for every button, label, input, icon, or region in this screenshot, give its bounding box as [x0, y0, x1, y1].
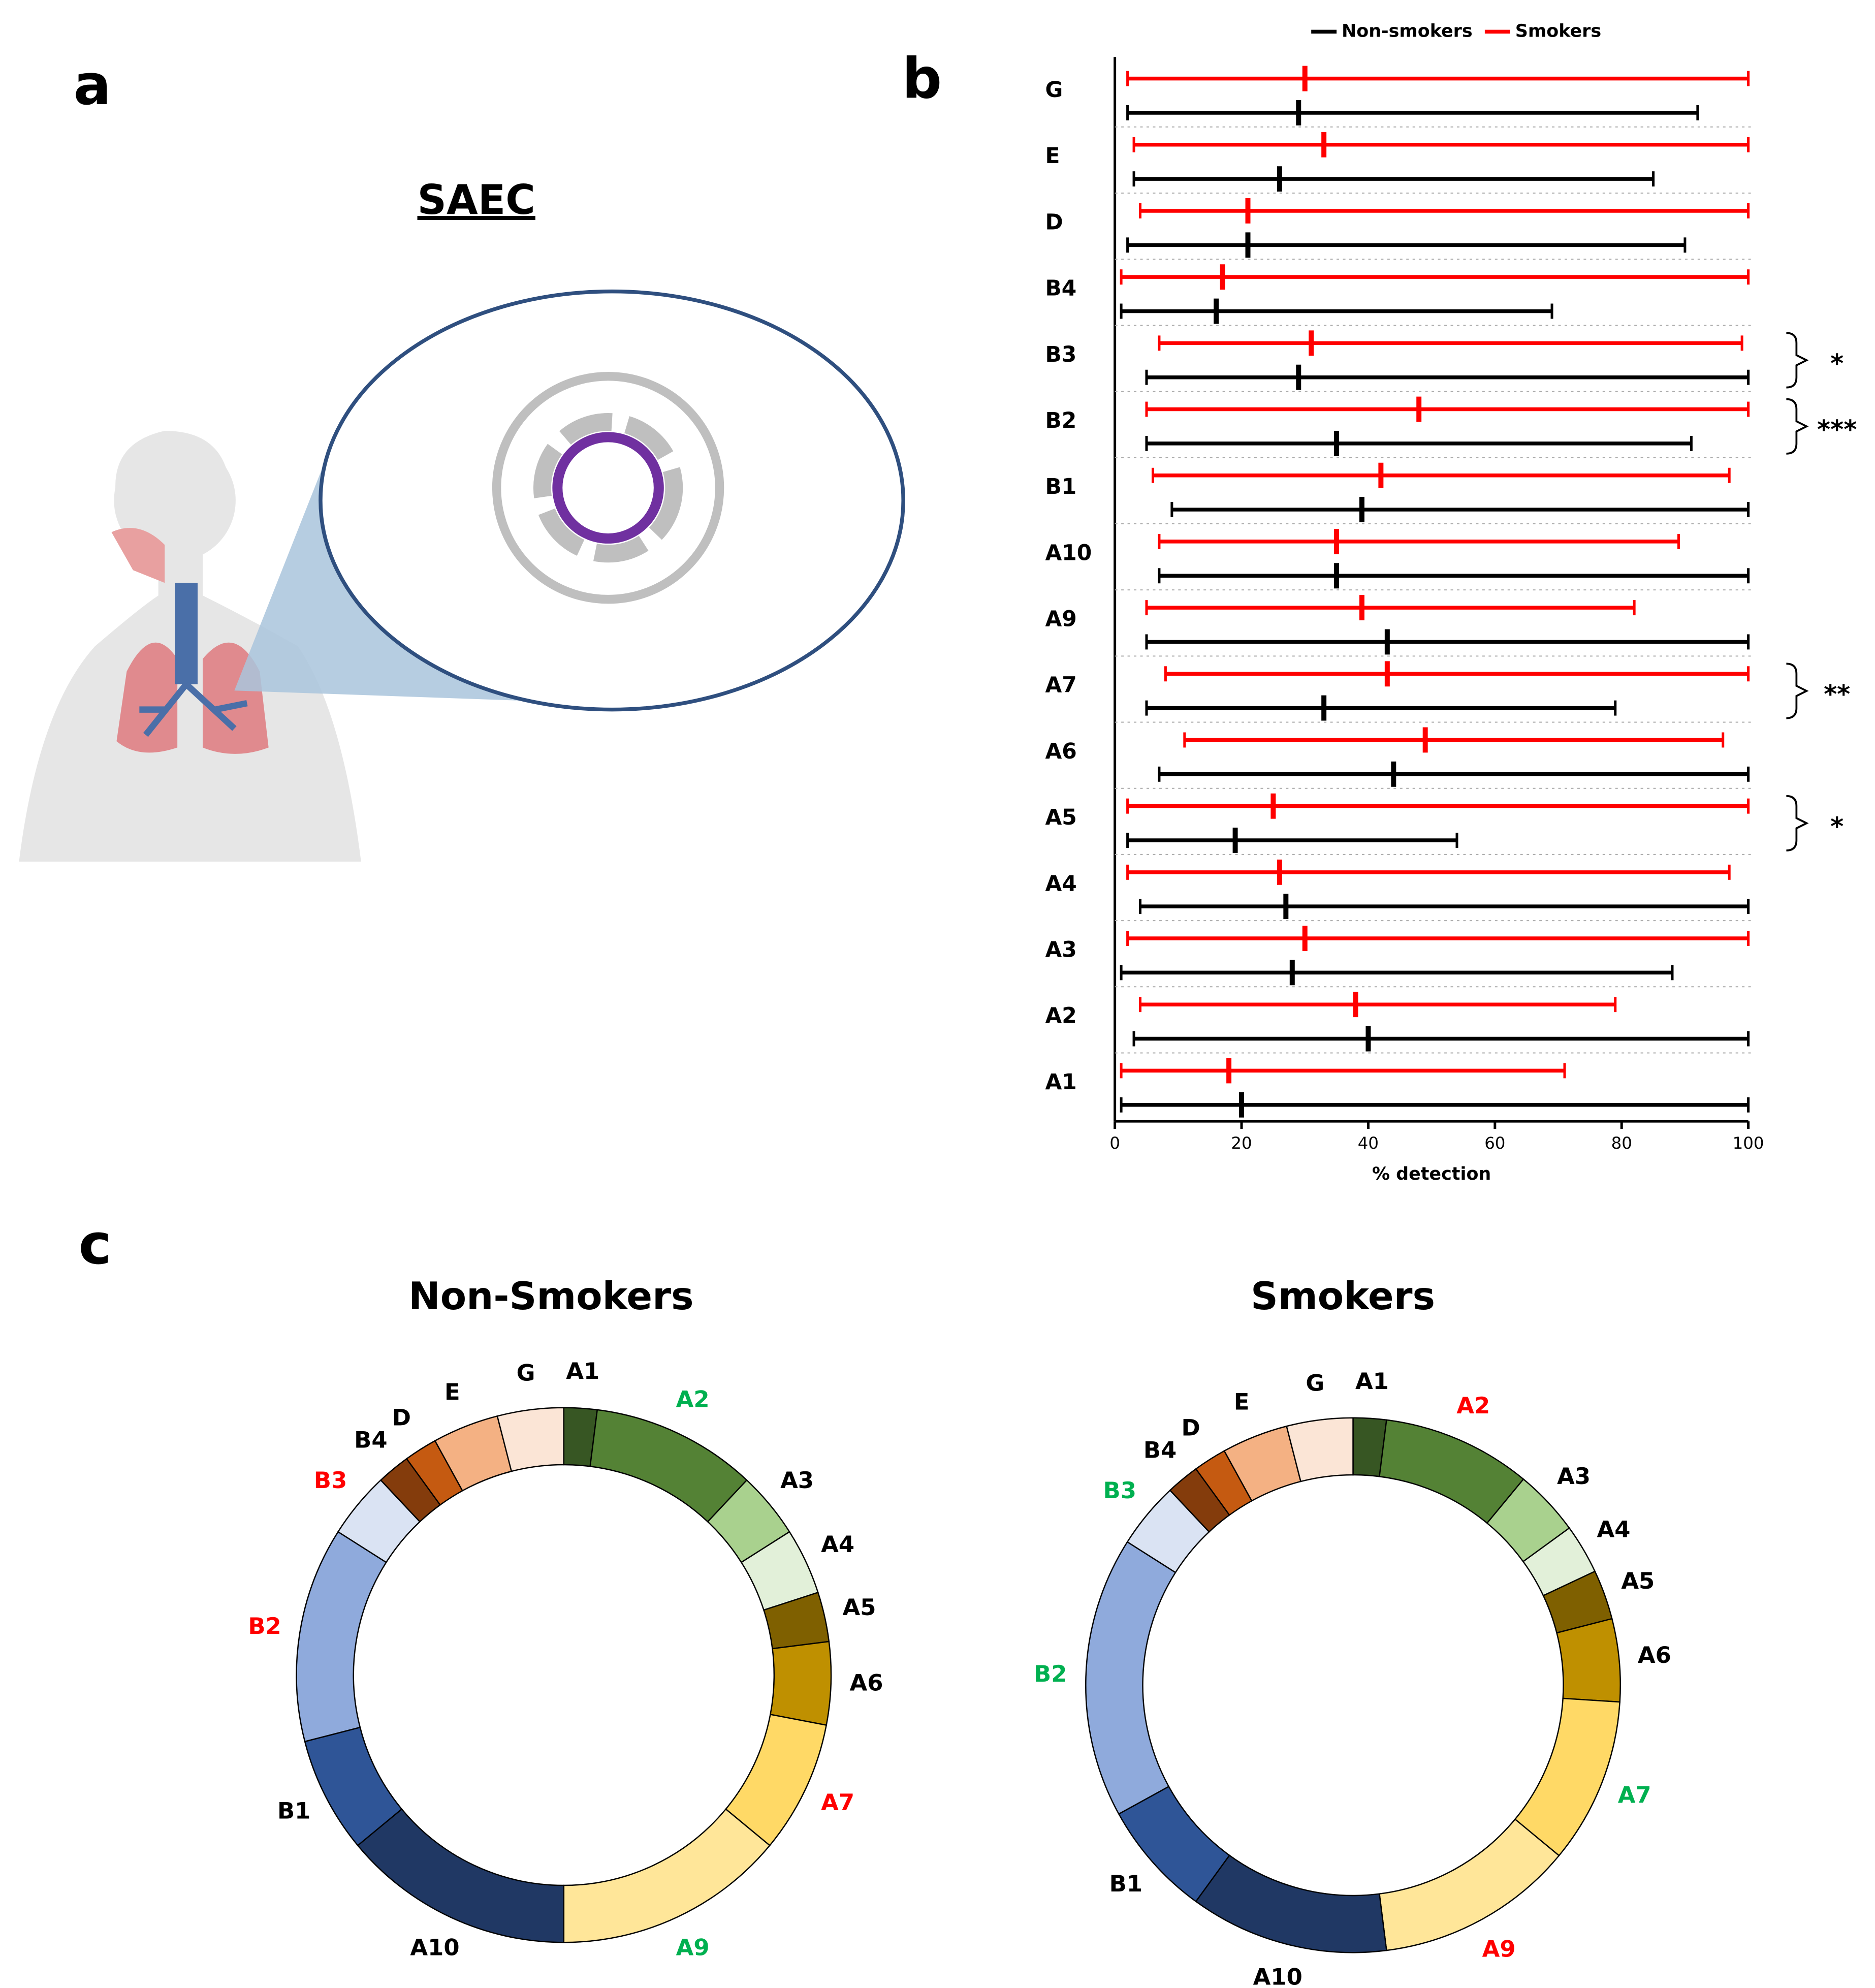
- y-tick-label: A6: [1045, 739, 1076, 764]
- y-tick-label: A10: [1045, 540, 1092, 565]
- y-tick-label: D: [1045, 209, 1063, 234]
- legend-label: Non-smokers: [1342, 21, 1473, 41]
- segment-label: B4: [1143, 1437, 1177, 1464]
- segment-label: A6: [850, 1669, 883, 1696]
- significance-bracket: [1786, 398, 1809, 455]
- significance-bracket: [1786, 795, 1809, 851]
- donut-segment: [496, 1407, 565, 1472]
- y-tick-label: B3: [1045, 342, 1076, 367]
- panel-label: a: [74, 52, 111, 117]
- segment-label: B1: [277, 1797, 310, 1824]
- lung: [116, 642, 178, 753]
- donut-segment: [1085, 1541, 1177, 1815]
- y-tick-label: A2: [1045, 1003, 1076, 1028]
- segment-label: D: [1182, 1414, 1200, 1441]
- donut-segment: [357, 1808, 565, 1943]
- segment-label: G: [1306, 1370, 1324, 1397]
- panel-label: b: [902, 46, 942, 111]
- y-tick-label: A5: [1045, 805, 1076, 830]
- donut-segment: [769, 1640, 832, 1726]
- chart-title: Non-Smokers: [408, 1274, 693, 1318]
- significance-label: *: [1830, 349, 1844, 378]
- donut-segment: [1195, 1854, 1387, 1953]
- segment-label: A7: [1618, 1781, 1651, 1808]
- segment-label: A3: [1557, 1463, 1591, 1490]
- x-tick-label: 40: [1358, 1133, 1379, 1153]
- significance-bracket: [1786, 332, 1809, 389]
- bronchi: [139, 682, 248, 737]
- panel-label: c: [79, 1212, 112, 1277]
- zoom-circle: [319, 289, 905, 712]
- x-tick-label: 0: [1109, 1133, 1120, 1153]
- x-tick-label: 80: [1611, 1133, 1632, 1153]
- cells: [533, 413, 683, 563]
- donut-segment: [1555, 1618, 1621, 1703]
- y-tick-label: E: [1045, 143, 1060, 168]
- segment-label: A10: [1253, 1963, 1302, 1988]
- y-tick-label: A4: [1045, 871, 1076, 896]
- segment-label: A9: [676, 1934, 710, 1961]
- donut-segment: [563, 1808, 771, 1943]
- segment-label: A2: [1456, 1392, 1490, 1419]
- y-tick-label: B4: [1045, 276, 1076, 301]
- segment-label: A1: [566, 1358, 599, 1384]
- donut-segment: [296, 1531, 387, 1743]
- y-tick-label: A1: [1045, 1069, 1076, 1094]
- donut-segment: [1379, 1818, 1560, 1951]
- segment-label: B4: [354, 1427, 387, 1454]
- segment-label: A3: [780, 1467, 814, 1494]
- y-tick-label: A3: [1045, 937, 1076, 962]
- segment-label: A4: [821, 1531, 854, 1558]
- chart-title: Smokers: [1251, 1274, 1435, 1318]
- illustration: SAEC: [19, 176, 905, 862]
- segment-label: A5: [843, 1594, 876, 1621]
- y-tick-label: A7: [1045, 673, 1076, 698]
- airway: [111, 528, 165, 583]
- segment-label: G: [517, 1360, 535, 1386]
- segment-label: A7: [821, 1789, 854, 1816]
- segment-label: B1: [1109, 1870, 1142, 1897]
- segment-label: E: [1234, 1389, 1250, 1415]
- segment-label: A2: [676, 1386, 710, 1413]
- legend-label: Smokers: [1515, 21, 1601, 41]
- segment-label: A4: [1597, 1516, 1631, 1543]
- segment-label: A5: [1621, 1567, 1655, 1594]
- x-tick-label: 60: [1484, 1133, 1505, 1153]
- segment-label: A9: [1482, 1935, 1516, 1962]
- significance-label: *: [1830, 812, 1844, 841]
- illustration-label: SAEC: [418, 176, 535, 224]
- segment-label: A1: [1355, 1368, 1389, 1395]
- y-tick-label: B2: [1045, 408, 1076, 433]
- segment-label: B3: [1103, 1477, 1136, 1504]
- segment-label: B2: [248, 1613, 281, 1639]
- trachea: [175, 583, 198, 684]
- lumen: [552, 432, 664, 544]
- segment-label: B3: [314, 1467, 347, 1494]
- segment-label: D: [392, 1404, 411, 1431]
- segment-label: A6: [1638, 1642, 1671, 1668]
- x-tick-label: 100: [1733, 1133, 1764, 1153]
- y-tick-label: G: [1045, 77, 1063, 102]
- segment-label: A10: [410, 1934, 459, 1961]
- segment-label: E: [444, 1378, 460, 1405]
- segment-label: B2: [1034, 1660, 1067, 1687]
- significance-bracket: [1786, 662, 1809, 719]
- significance-label: ***: [1817, 415, 1857, 445]
- significance-label: **: [1824, 679, 1850, 709]
- y-tick-label: A9: [1045, 607, 1076, 632]
- cell-ring: [492, 371, 724, 604]
- y-tick-label: B1: [1045, 474, 1076, 499]
- x-axis-label: % detection: [1372, 1164, 1491, 1184]
- donut-segment: [1286, 1417, 1354, 1482]
- x-tick-label: 20: [1231, 1133, 1252, 1153]
